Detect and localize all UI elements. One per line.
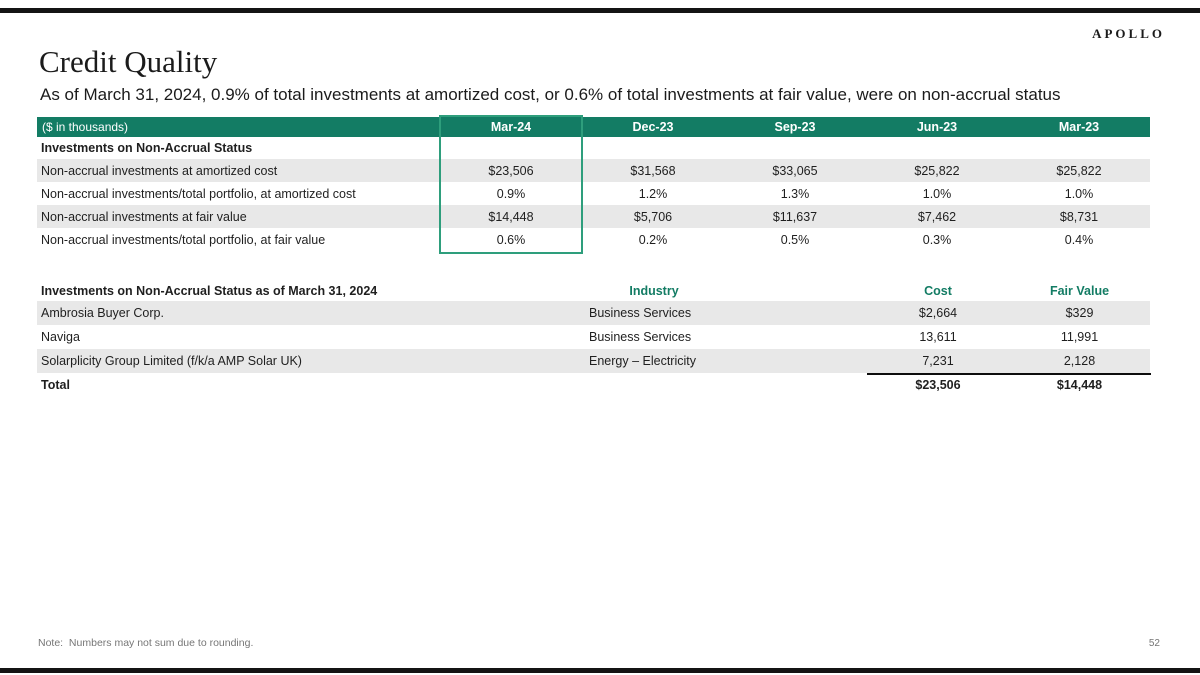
total-fair-value: $14,448 [1056, 378, 1103, 392]
cell-value: $33,065 [772, 163, 818, 178]
investment-name: Naviga [41, 330, 80, 344]
cell-value: 1.0% [922, 186, 952, 201]
fair-value: 11,991 [1060, 330, 1099, 344]
bottom-rule [0, 668, 1200, 673]
cell-value: $11,637 [772, 209, 818, 224]
cell-value: $25,822 [914, 163, 960, 178]
unit-label: ($ in thousands) [42, 120, 129, 134]
non-accrual-quarterly-table: ($ in thousands) Mar-24 Dec-23 Sep-23 Ju… [37, 117, 1150, 251]
industry-value: Business Services [589, 306, 692, 320]
cell-value: $23,506 [488, 163, 534, 178]
fair-value: 2,128 [1063, 354, 1096, 368]
cell-value: $5,706 [633, 209, 673, 224]
top-rule [0, 8, 1200, 13]
cell-value: 0.4% [1064, 232, 1094, 247]
investment-name: Solarplicity Group Limited (f/k/a AMP So… [41, 354, 302, 368]
cell-value: 0.6% [496, 232, 526, 247]
table-row: Non-accrual investments/total portfolio,… [37, 182, 1150, 205]
page-number: 52 [1148, 638, 1160, 649]
table-header-row: ($ in thousands) Mar-24 Dec-23 Sep-23 Ju… [37, 117, 1150, 137]
table-row: Solarplicity Group Limited (f/k/a AMP So… [37, 349, 1150, 373]
column-header-industry: Industry [629, 283, 679, 298]
cell-value: $8,731 [1059, 209, 1099, 224]
total-top-border [867, 373, 1151, 375]
cell-value: 0.2% [638, 232, 668, 247]
cell-value: 1.3% [780, 186, 810, 201]
cell-value: 1.2% [638, 186, 668, 201]
table-row: Non-accrual investments at amortized cos… [37, 159, 1150, 182]
column-header-cost: Cost [924, 283, 952, 298]
column-header-sep23: Sep-23 [774, 120, 816, 134]
non-accrual-detail-table: Investments on Non-Accrual Status as of … [37, 280, 1151, 397]
cost-value: 7,231 [922, 354, 954, 368]
column-header-fair-value: Fair Value [1049, 283, 1110, 298]
table-header-row: Investments on Non-Accrual Status as of … [37, 280, 1150, 301]
row-label: Non-accrual investments/total portfolio,… [41, 186, 356, 201]
table-row: Ambrosia Buyer Corp. Business Services $… [37, 301, 1150, 325]
cell-value: $7,462 [917, 209, 957, 224]
cell-value: 0.3% [922, 232, 952, 247]
page-subtitle: As of March 31, 2024, 0.9% of total inve… [40, 85, 1061, 104]
cell-value: $25,822 [1056, 163, 1102, 178]
investment-name: Ambrosia Buyer Corp. [41, 306, 164, 320]
column-header-mar24: Mar-24 [490, 120, 532, 134]
cell-value: $14,448 [488, 209, 534, 224]
total-cost-value: $23,506 [915, 378, 961, 392]
row-label: Non-accrual investments at amortized cos… [41, 163, 278, 178]
page-title: Credit Quality [39, 44, 218, 79]
cell-value: $31,568 [630, 163, 676, 178]
table-row: Non-accrual investments/total portfolio,… [37, 228, 1150, 251]
table-row: Naviga Business Services 13,611 11,991 [37, 325, 1150, 349]
row-label: Non-accrual investments/total portfolio,… [41, 232, 326, 247]
column-header-mar23: Mar-23 [1058, 120, 1100, 134]
total-label: Total [41, 378, 70, 392]
cell-value: 0.5% [780, 232, 810, 247]
industry-value: Business Services [589, 330, 692, 344]
cost-value: $2,664 [918, 306, 958, 320]
footnote: Note: Numbers may not sum due to roundin… [38, 637, 254, 649]
row-label: Non-accrual investments at fair value [41, 209, 247, 224]
cell-value: 1.0% [1064, 186, 1094, 201]
apollo-logo: APOLLO [1092, 26, 1165, 41]
column-header-dec23: Dec-23 [632, 120, 674, 134]
column-header-jun23: Jun-23 [916, 120, 958, 134]
cost-value: 13,611 [919, 330, 957, 344]
table-row: Non-accrual investments at fair value $1… [37, 205, 1150, 228]
industry-value: Energy – Electricity [589, 354, 696, 368]
fair-value: $329 [1065, 306, 1094, 320]
section-header: Investments on Non-Accrual Status [41, 141, 253, 155]
table-title: Investments on Non-Accrual Status as of … [41, 283, 378, 298]
total-row: Total $23,506 $14,448 [37, 373, 1150, 397]
cell-value: 0.9% [496, 186, 526, 201]
